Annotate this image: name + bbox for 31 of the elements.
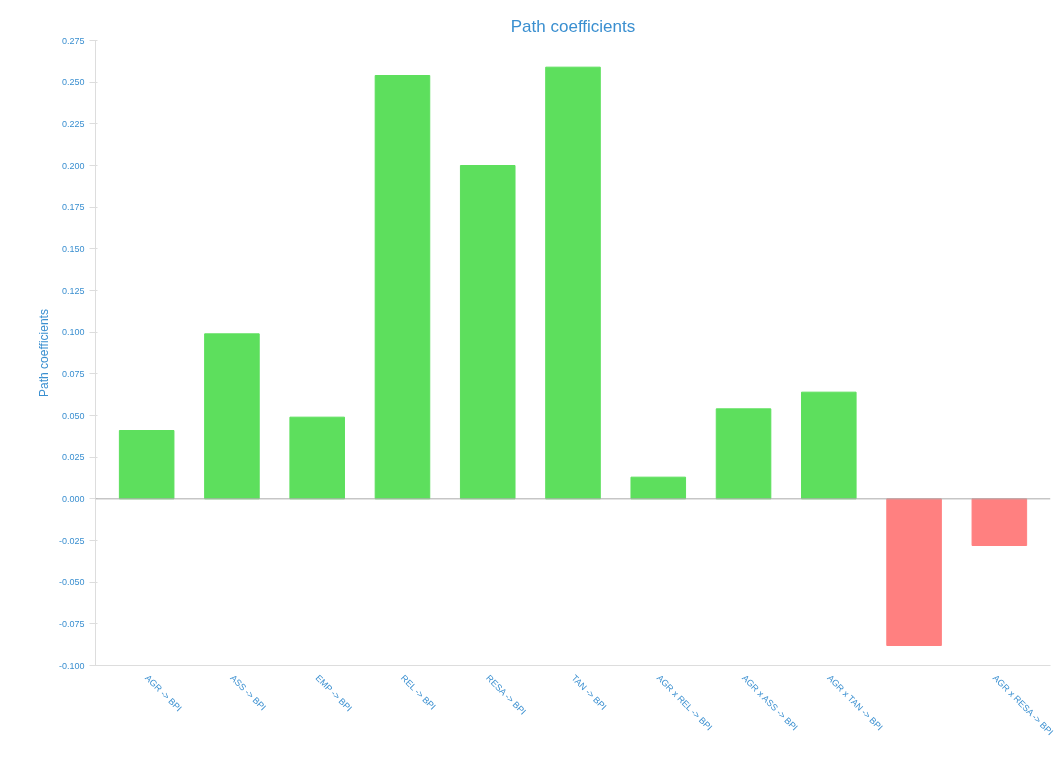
bar bbox=[801, 391, 857, 500]
bar bbox=[715, 408, 772, 500]
y-tick-label: 0.050 bbox=[61, 410, 85, 421]
y-tick-label: 0.150 bbox=[61, 243, 85, 254]
bar bbox=[374, 75, 431, 500]
bar bbox=[545, 66, 601, 500]
y-axis-title: Path coefficients bbox=[36, 309, 51, 397]
y-tick-label: -0.050 bbox=[58, 577, 85, 588]
y-tick-label: 0.100 bbox=[61, 327, 85, 338]
x-tick-label: EMP -> BPI bbox=[313, 672, 355, 714]
bar bbox=[886, 498, 942, 646]
y-tick-label: -0.100 bbox=[58, 660, 85, 671]
y-tick-label: 0.075 bbox=[61, 368, 85, 379]
y-tick-label: 0.200 bbox=[61, 160, 85, 171]
y-tick-label: 0.000 bbox=[61, 493, 85, 504]
bar bbox=[971, 498, 1028, 546]
y-tick-label: -0.025 bbox=[58, 535, 85, 546]
bar bbox=[630, 476, 687, 500]
y-tick-label: -0.075 bbox=[58, 618, 85, 629]
y-tick-label: 0.175 bbox=[61, 202, 85, 213]
y-tick-label: 0.025 bbox=[61, 452, 85, 463]
bar bbox=[459, 165, 516, 500]
bar bbox=[289, 416, 345, 500]
y-tick-label: 0.225 bbox=[61, 118, 85, 129]
bar bbox=[204, 333, 260, 500]
y-tick-label: 0.125 bbox=[61, 285, 85, 296]
chart-title: Path coefficients bbox=[510, 16, 636, 36]
y-tick-label: 0.275 bbox=[61, 35, 85, 46]
bar bbox=[118, 430, 175, 500]
y-tick-label: 0.250 bbox=[61, 77, 85, 88]
x-tick-label: ASS -> BPI bbox=[228, 672, 268, 713]
